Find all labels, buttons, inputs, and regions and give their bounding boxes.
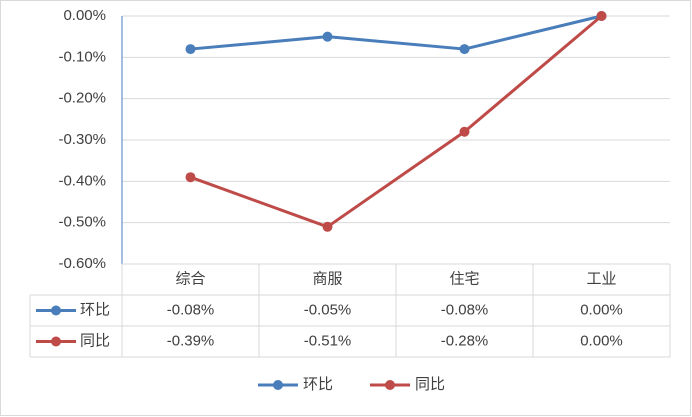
y-tick-label: -0.10% [58,48,106,65]
y-tick-label: -0.40% [58,172,106,189]
data-point [322,31,333,42]
x-tick-label: 商服 [312,270,342,287]
table-cell: -0.05% [304,301,352,318]
x-tick-label: 住宅 [449,270,479,287]
data-point [185,172,196,183]
series-line [189,14,603,229]
table-cell: -0.39% [167,332,215,349]
series-line [190,14,602,51]
legend-key-marker [51,336,61,347]
legend-label: 同比 [415,376,445,393]
table-series-name: 环比 [80,301,110,318]
table-cell: -0.28% [441,332,489,349]
y-tick-label: -0.60% [58,255,106,272]
y-tick-label: -0.50% [58,214,106,231]
y-tick-label: -0.20% [58,90,106,107]
table-series-name: 同比 [80,332,110,349]
x-tick-label: 综合 [175,270,205,287]
data-point [185,44,196,55]
y-tick-label: -0.30% [58,131,106,148]
data-point [459,44,470,55]
legend-marker [385,380,395,390]
table-cell: -0.08% [441,301,489,318]
data-point [459,126,470,137]
table-cell: -0.08% [167,301,215,318]
data-point [322,221,333,232]
legend-label: 环比 [303,376,333,393]
data-point [596,11,607,21]
table-cell: 0.00% [580,332,623,349]
legend-marker [273,380,283,390]
y-tick-label: 0.00% [63,7,106,24]
x-tick-label: 工业 [586,270,616,287]
legend-key-marker [51,305,61,316]
table-cell: 0.00% [580,301,623,318]
table-cell: -0.51% [304,332,352,349]
